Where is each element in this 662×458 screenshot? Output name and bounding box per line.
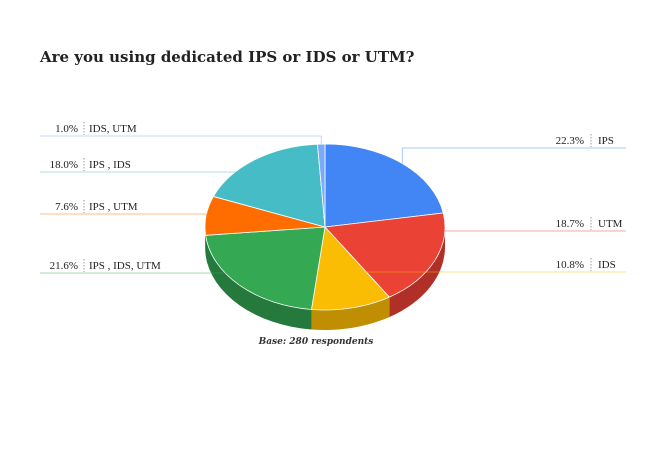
pie-slices — [204, 143, 446, 311]
slice-labels: 22.3% IPS 18.7% UTM 10.8% IDS 21.6% IPS , IDS, … — [40, 122, 626, 308]
slice-label-utm: 18.7% UTM — [434, 217, 626, 261]
slice-value-ips-ids: 18.0% — [50, 159, 78, 171]
slice-name-ips-utm: IPS , UTM — [89, 201, 138, 213]
slice-label-ids-utm: 1.0% IDS, UTM — [40, 122, 322, 145]
slice-label-ips-ids-utm: 21.6% IPS , IDS, UTM — [40, 259, 241, 286]
pie-slice-ips-ids — [212, 143, 326, 228]
slice-name-ids: IDS — [598, 259, 616, 271]
slice-value-ids-utm: 1.0% — [55, 123, 78, 135]
slice-value-ids: 10.8% — [556, 259, 584, 271]
slice-label-ips-ids: 18.0% IPS , IDS — [40, 158, 255, 173]
slice-name-ips-ids: IPS , IDS — [89, 159, 131, 171]
pie-slice-ips — [324, 143, 444, 228]
slice-name-ips-ids-utm: IPS , IDS, UTM — [89, 260, 161, 272]
base-note: Base: 280 respondents — [258, 337, 374, 347]
pie-slice-ids — [310, 226, 390, 311]
slice-label-ips: 22.3% IPS — [401, 134, 626, 164]
pie-side-ips-ids-utm — [205, 235, 312, 330]
pie-slice-ids-utm — [317, 143, 326, 228]
slice-value-ips-ids-utm: 21.6% — [50, 260, 78, 272]
slice-name-utm: UTM — [598, 218, 623, 230]
chart-title: Are you using dedicated IPS or IDS or UT… — [39, 48, 415, 66]
pie-side-utm — [389, 227, 445, 318]
pie-side-ids — [311, 297, 390, 330]
slice-name-ips: IPS — [598, 135, 614, 147]
slice-value-utm: 18.7% — [556, 218, 584, 230]
pie-slice-ips-ids-utm — [205, 226, 326, 310]
slice-value-ips: 22.3% — [556, 135, 584, 147]
slice-label-ids: 10.8% IDS — [351, 258, 626, 308]
slice-label-ips-utm: 7.6% IPS , UTM — [40, 200, 207, 216]
pie-slice-utm — [324, 212, 446, 298]
slice-value-ips-utm: 7.6% — [55, 201, 78, 213]
slice-name-ids-utm: IDS, UTM — [89, 123, 137, 135]
